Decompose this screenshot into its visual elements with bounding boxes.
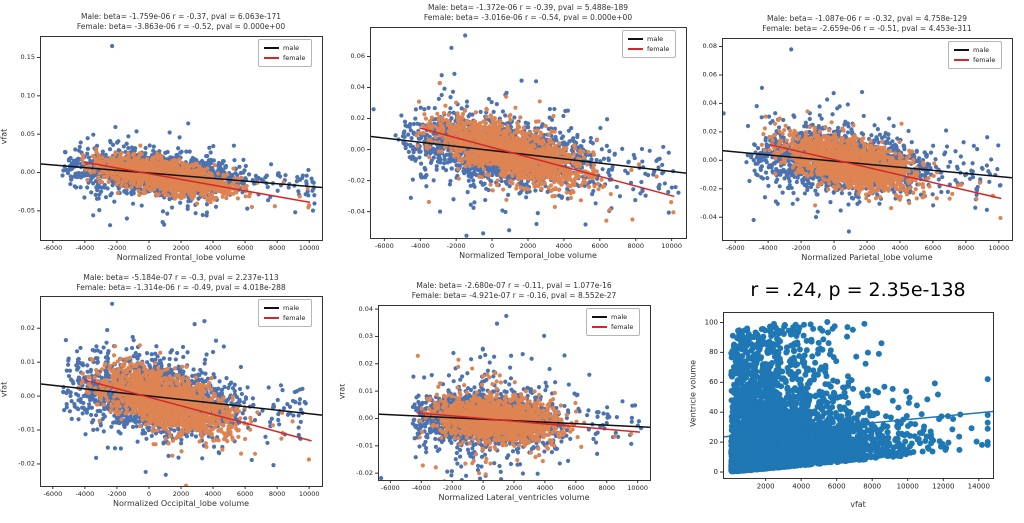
- x-axis-label: Normalized Parietal_lobe volume: [801, 253, 933, 262]
- plot-title: Male: beta= -1.759e-06 r = -0.37, pval =…: [40, 12, 322, 31]
- plot-title: Male: beta= -1.087e-06 r = -0.32, pval =…: [722, 14, 1012, 33]
- male-line-swatch: [592, 316, 607, 318]
- plot-title: Male: beta= -1.372e-06 r = -0.39, pval =…: [370, 3, 686, 22]
- female-line-swatch: [954, 59, 969, 61]
- legend-item-male: male: [264, 43, 305, 53]
- legend-label-female: female: [283, 54, 306, 62]
- legend-label-female: female: [647, 45, 670, 53]
- y-axis-label: vfat: [340, 383, 347, 399]
- legend-item-male: male: [628, 34, 669, 44]
- x-axis-label: Normalized Lateral_ventricles volume: [438, 493, 590, 502]
- lateral-ventricles-plot-canvas: [340, 272, 700, 523]
- legend-item-male: male: [592, 312, 633, 322]
- legend-box: male female: [258, 39, 313, 67]
- y-axis-label: Ventricle volume: [690, 359, 698, 428]
- legend-label-female: female: [611, 323, 634, 331]
- plot-title-male-stats: Male: beta= -1.759e-06 r = -0.37, pval =…: [80, 12, 282, 21]
- legend-item-female: female: [592, 322, 633, 332]
- plot-title: Male: beta= -5.184e-07 r = -0.3, pval = …: [40, 273, 322, 292]
- legend-item-female: female: [264, 313, 305, 323]
- temporal-lobe-scatter-panel: Male: beta= -1.372e-06 r = -0.39, pval =…: [340, 0, 700, 272]
- ventricle-vfat-plot-canvas: [690, 272, 1024, 523]
- plot-title-female-stats: Female: beta= -1.314e-06 r = -0.49, pval…: [76, 282, 286, 292]
- plot-title-male-stats: Male: beta= -5.184e-07 r = -0.3, pval = …: [83, 273, 279, 282]
- ventricle-vfat-scatter-panel: r = .24, p = 2.35e-138 vfat Ventricle vo…: [690, 272, 1024, 523]
- female-line-swatch: [628, 48, 643, 50]
- male-line-swatch: [264, 47, 279, 49]
- parietal-lobe-scatter-panel: Male: beta= -1.087e-06 r = -0.32, pval =…: [700, 0, 1024, 272]
- y-axis-label: vfat: [0, 128, 9, 145]
- legend-box: male female: [258, 299, 313, 327]
- plot-title-correlation: r = .24, p = 2.35e-138: [750, 279, 966, 301]
- legend-label-male: male: [283, 44, 300, 52]
- male-line-swatch: [264, 307, 279, 309]
- female-line-swatch: [264, 57, 279, 59]
- plot-title-male-stats: Male: beta= -2.680e-07 r = -0.11, pval =…: [416, 281, 612, 290]
- female-line-swatch: [592, 326, 607, 328]
- plot-title-female-stats: Female: beta= -2.659e-06 r = -0.51, pval…: [762, 23, 972, 33]
- legend-box: male female: [622, 30, 677, 58]
- x-axis-label: Normalized Temporal_lobe volume: [459, 251, 597, 260]
- legend-item-female: female: [264, 53, 305, 63]
- plot-title-female-stats: Female: beta= -3.016e-06 r = -0.54, pval…: [423, 12, 633, 22]
- occipital-lobe-scatter-panel: Male: beta= -5.184e-07 r = -0.3, pval = …: [0, 272, 340, 523]
- legend-item-male: male: [954, 45, 995, 55]
- plot-title: Male: beta= -2.680e-07 r = -0.11, pval =…: [378, 281, 650, 300]
- plot-title-male-stats: Male: beta= -1.087e-06 r = -0.32, pval =…: [766, 14, 968, 23]
- legend-label-female: female: [283, 314, 306, 322]
- legend-box: male female: [948, 41, 1003, 69]
- plot-title-male-stats: Male: beta= -1.372e-06 r = -0.39, pval =…: [427, 3, 629, 12]
- legend-label-male: male: [611, 313, 628, 321]
- male-line-swatch: [628, 38, 643, 40]
- y-axis-label: vfat: [0, 381, 9, 398]
- legend-label-male: male: [647, 35, 664, 43]
- lateral-ventricles-scatter-panel: Male: beta= -2.680e-07 r = -0.11, pval =…: [340, 272, 700, 523]
- plot-title-female-stats: Female: beta= -4.921e-07 r = -0.16, pval…: [411, 290, 617, 300]
- legend-box: male female: [586, 308, 641, 336]
- x-axis-label: vfat: [850, 500, 866, 509]
- male-line-swatch: [954, 49, 969, 51]
- legend-label-male: male: [283, 304, 300, 312]
- legend-label-female: female: [973, 56, 996, 64]
- legend-item-male: male: [264, 303, 305, 313]
- frontal-lobe-scatter-panel: Male: beta= -1.759e-06 r = -0.37, pval =…: [0, 0, 340, 272]
- legend-label-male: male: [973, 46, 990, 54]
- legend-item-female: female: [628, 44, 669, 54]
- plot-title-female-stats: Female: beta= -3.863e-06 r = -0.52, pval…: [76, 21, 286, 31]
- legend-item-female: female: [954, 55, 995, 65]
- female-line-swatch: [264, 317, 279, 319]
- x-axis-label: Normalized Occipital_lobe volume: [112, 499, 250, 508]
- x-axis-label: Normalized Frontal_lobe volume: [116, 253, 246, 262]
